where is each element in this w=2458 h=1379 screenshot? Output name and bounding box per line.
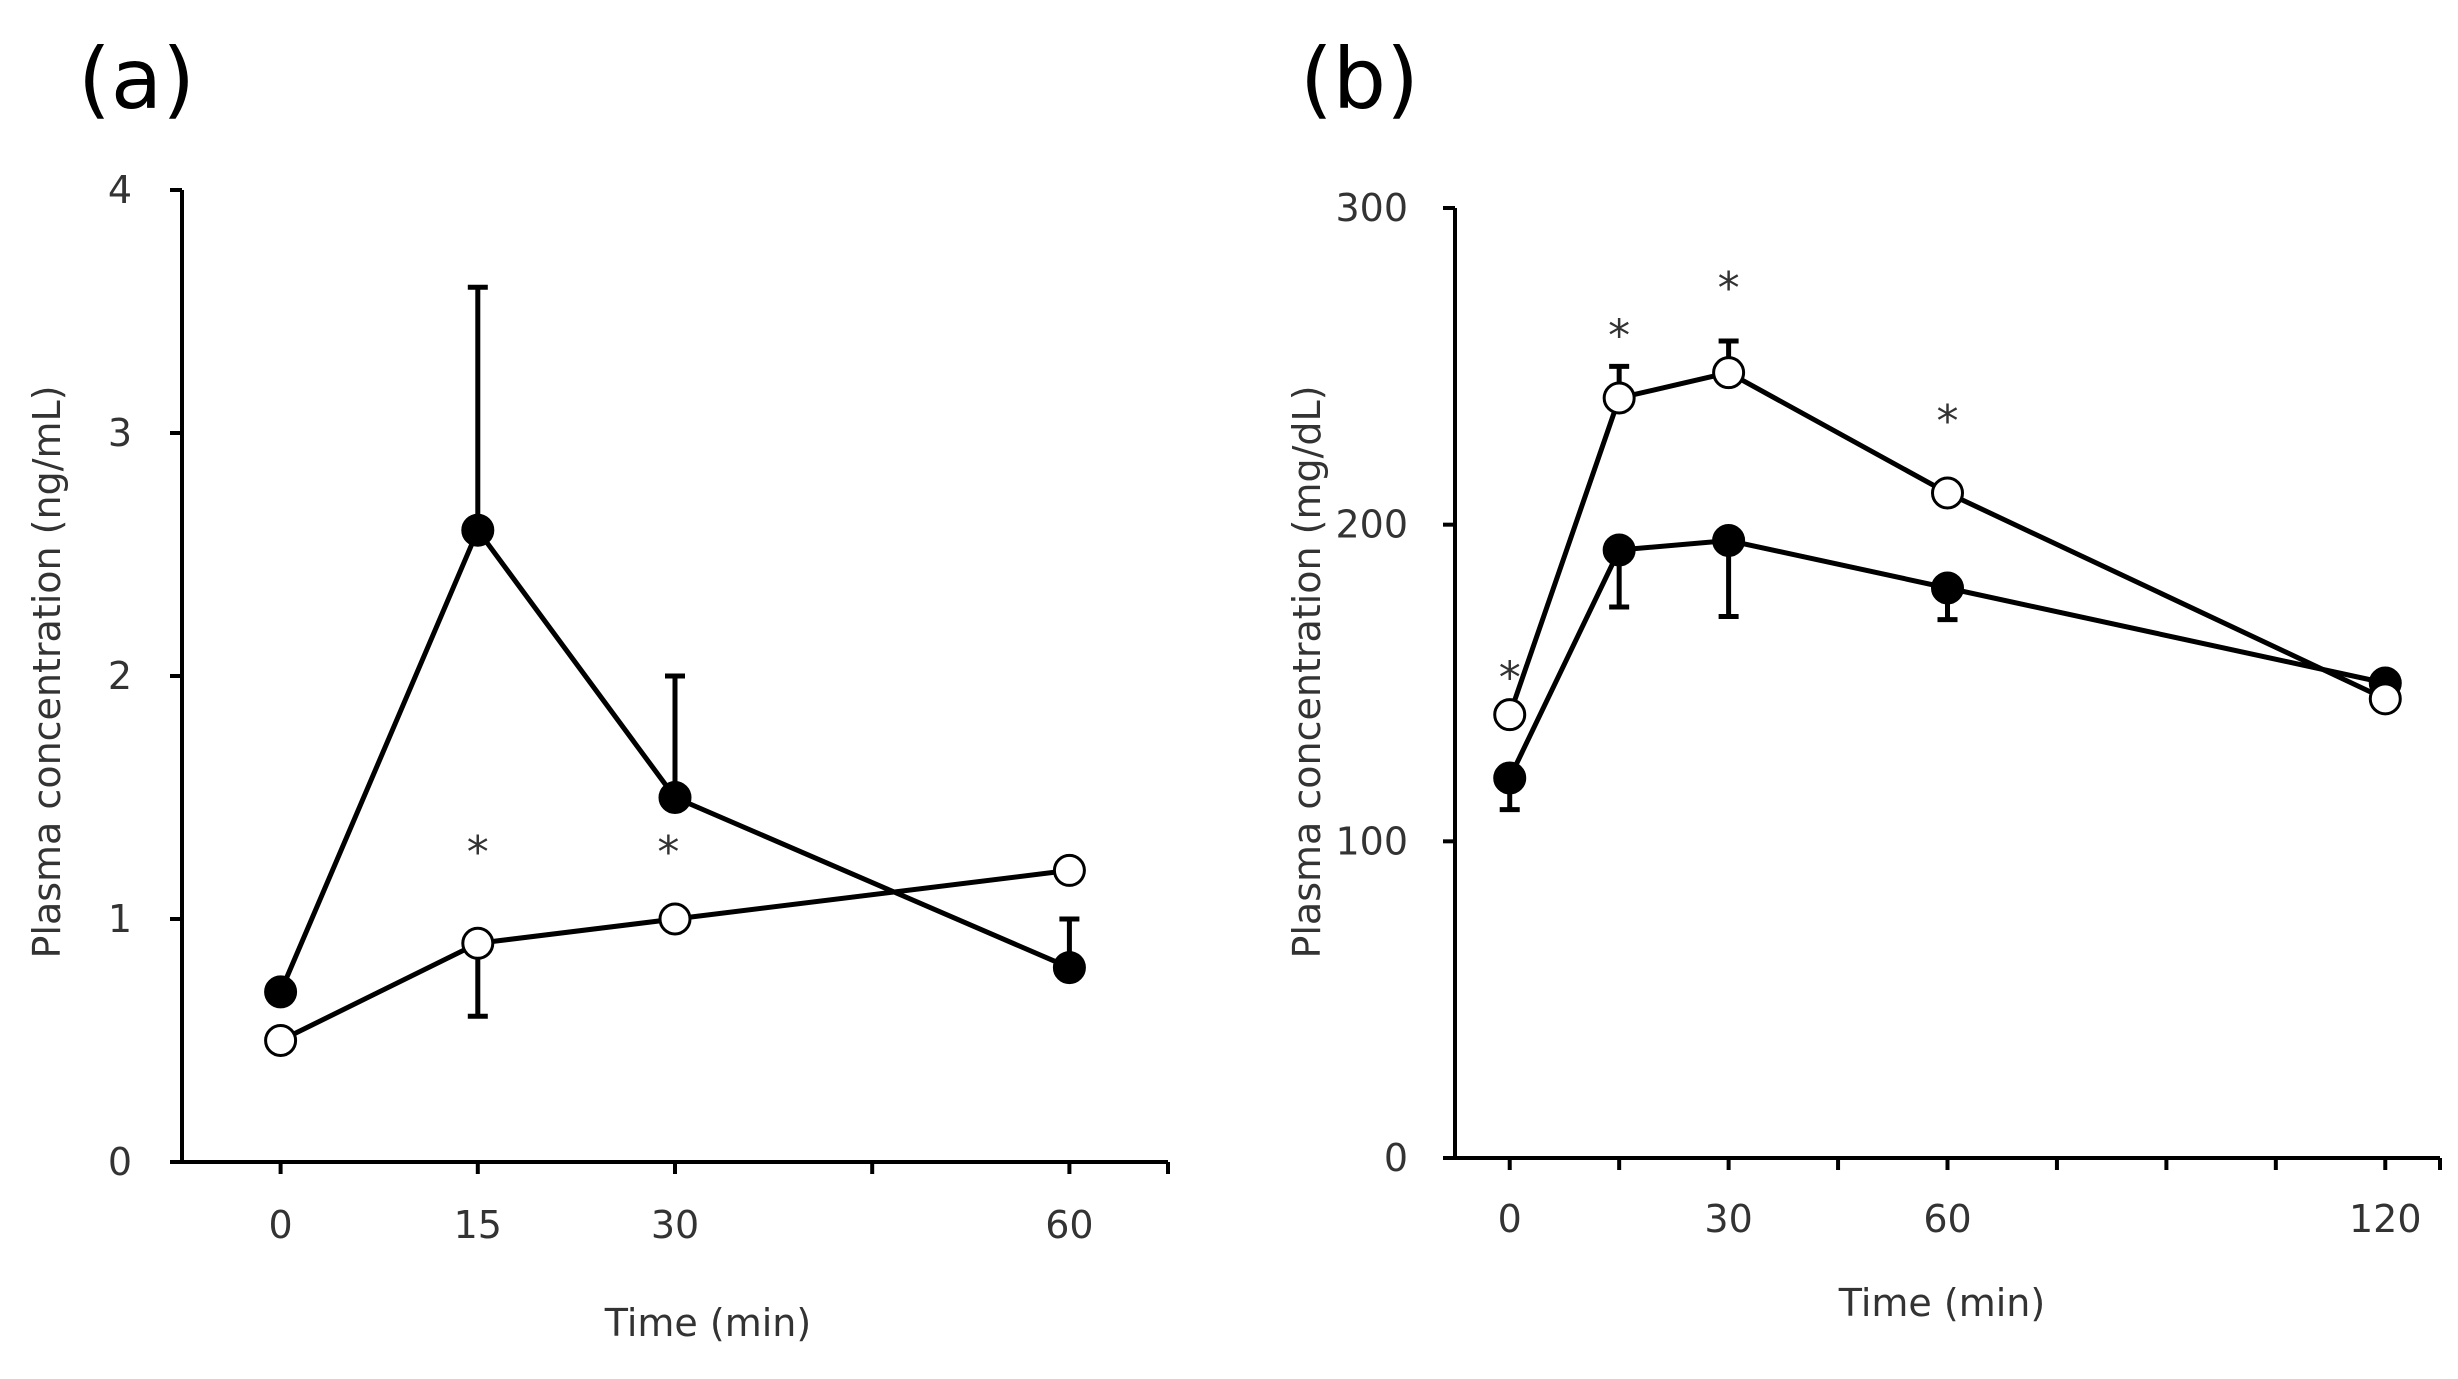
y-tick-label: 2 bbox=[108, 654, 132, 698]
y-tick-label: 100 bbox=[1335, 819, 1408, 863]
panel-label: (b) bbox=[1300, 30, 1419, 128]
x-tick-label: 60 bbox=[1045, 1203, 1093, 1247]
y-tick-label: 300 bbox=[1335, 186, 1408, 230]
data-point-open bbox=[264, 1024, 298, 1057]
y-tick-label: 3 bbox=[108, 411, 132, 455]
x-axis-title: Time (min) bbox=[604, 1301, 811, 1345]
x-tick-label: 15 bbox=[454, 1203, 502, 1247]
significance-star: * bbox=[1718, 263, 1740, 314]
y-tick-label: 0 bbox=[1384, 1136, 1408, 1180]
x-tick-label: 60 bbox=[1923, 1197, 1971, 1241]
data-point-filled bbox=[1712, 524, 1746, 557]
data-point-open bbox=[1602, 381, 1636, 415]
series-line-filled bbox=[278, 525, 1071, 993]
data-point-filled bbox=[461, 513, 495, 547]
data-point-filled bbox=[1931, 571, 1964, 605]
data-point-open bbox=[1712, 356, 1746, 390]
series-line-open bbox=[279, 867, 1070, 1043]
significance-star: * bbox=[1937, 396, 1959, 447]
data-point-filled bbox=[658, 781, 692, 814]
y-axis-title: Plasma concentration (mg/dL) bbox=[1285, 385, 1329, 958]
x-tick-label: 30 bbox=[1704, 1197, 1752, 1241]
significance-star: * bbox=[1608, 311, 1630, 362]
panel-b: (b) Time (min) Plasma concentration (mg/… bbox=[1285, 30, 2442, 1325]
x-axis-title: Time (min) bbox=[1838, 1281, 2045, 1325]
x-tick-label: 0 bbox=[269, 1203, 293, 1247]
data-point-open bbox=[1052, 853, 1086, 887]
y-tick-label: 4 bbox=[108, 168, 132, 212]
data-point-filled bbox=[1602, 533, 1636, 567]
data-point-open bbox=[1493, 698, 1527, 732]
panel-label: (a) bbox=[78, 30, 195, 128]
data-point-open bbox=[1931, 476, 1964, 510]
data-point-filled bbox=[1052, 951, 1086, 985]
data-point-filled bbox=[264, 975, 298, 1009]
significance-star: * bbox=[467, 827, 489, 878]
y-tick-label: 200 bbox=[1335, 503, 1408, 547]
data-point-open bbox=[2368, 682, 2402, 716]
y-tick-label: 0 bbox=[108, 1140, 132, 1184]
x-tick-label: 120 bbox=[2349, 1197, 2422, 1241]
significance-star: * bbox=[1499, 653, 1521, 704]
x-tick-label: 30 bbox=[651, 1203, 699, 1247]
data-point-filled bbox=[1493, 761, 1527, 795]
panel-a: (a) Time (min) Plasma concentration (ng/… bbox=[25, 30, 1170, 1345]
data-point-open bbox=[658, 902, 692, 936]
x-tick-label: 0 bbox=[1498, 1197, 1522, 1241]
y-axis-title: Plasma concentration (ng/mL) bbox=[25, 385, 69, 958]
y-tick-label: 1 bbox=[108, 897, 132, 941]
significance-star: * bbox=[657, 827, 679, 878]
data-point-open bbox=[461, 926, 495, 960]
